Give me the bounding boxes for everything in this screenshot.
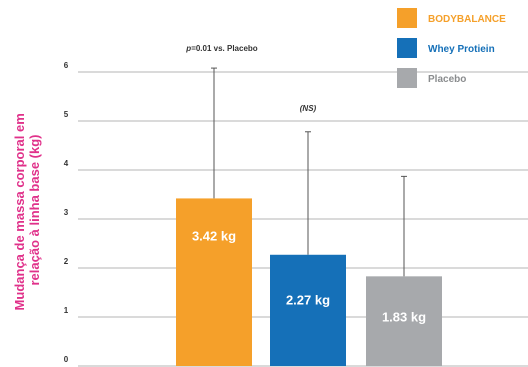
bar-value-label: 2.27 kg [286, 292, 330, 307]
legend-label: Whey Protiein [428, 44, 495, 55]
y-tick-label: 4 [64, 159, 69, 168]
legend-swatch [397, 68, 417, 88]
y-tick-label: 2 [64, 257, 69, 266]
error-bars [211, 67, 407, 277]
annotation-p-value: p=0.01 vs. Placebo [185, 44, 257, 53]
legend: BODYBALANCE Whey Protiein Placebo [397, 8, 506, 88]
y-tick-label: 6 [64, 61, 69, 70]
y-tick-label: 1 [64, 306, 69, 315]
legend-swatch [397, 8, 417, 28]
y-tick-label: 0 [64, 355, 69, 364]
annotation-ns: (NS) [300, 104, 317, 113]
y-tick-label: 5 [64, 110, 69, 119]
bar-value-labels: 3.42 kg 2.27 kg 1.83 kg [192, 228, 426, 324]
bars [176, 198, 442, 366]
bar-value-label: 3.42 kg [192, 228, 236, 243]
legend-swatch [397, 38, 417, 58]
bar-value-label: 1.83 kg [382, 310, 426, 325]
y-tick-label: 3 [64, 208, 69, 217]
bar-2 [366, 276, 442, 366]
bar-0 [176, 198, 252, 366]
y-axis-ticks: 0 1 2 3 4 5 6 [64, 61, 69, 364]
legend-label: Placebo [428, 74, 466, 85]
legend-label: BODYBALANCE [428, 14, 506, 25]
y-axis-label: Mudança de massa corporal em relação à l… [12, 110, 42, 311]
bar-1 [270, 254, 346, 366]
